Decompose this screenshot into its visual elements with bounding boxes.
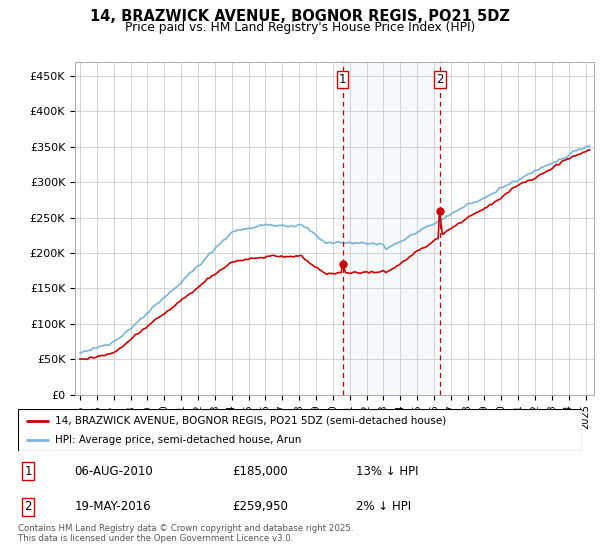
Text: £185,000: £185,000 xyxy=(232,465,288,478)
Text: 19-MAY-2016: 19-MAY-2016 xyxy=(74,500,151,513)
Text: £259,950: £259,950 xyxy=(232,500,288,513)
Text: 2% ↓ HPI: 2% ↓ HPI xyxy=(356,500,412,513)
Text: 13% ↓ HPI: 13% ↓ HPI xyxy=(356,465,419,478)
Text: 1: 1 xyxy=(339,73,346,86)
Bar xyxy=(343,62,440,395)
Text: 06-AUG-2010: 06-AUG-2010 xyxy=(74,465,153,478)
Text: 14, BRAZWICK AVENUE, BOGNOR REGIS, PO21 5DZ: 14, BRAZWICK AVENUE, BOGNOR REGIS, PO21 … xyxy=(90,9,510,24)
Text: 14, BRAZWICK AVENUE, BOGNOR REGIS, PO21 5DZ (semi-detached house): 14, BRAZWICK AVENUE, BOGNOR REGIS, PO21 … xyxy=(55,416,446,426)
Text: 1: 1 xyxy=(25,465,32,478)
Text: Price paid vs. HM Land Registry's House Price Index (HPI): Price paid vs. HM Land Registry's House … xyxy=(125,21,475,34)
Text: 2: 2 xyxy=(25,500,32,513)
Text: Contains HM Land Registry data © Crown copyright and database right 2025.
This d: Contains HM Land Registry data © Crown c… xyxy=(18,524,353,543)
Text: 2: 2 xyxy=(436,73,444,86)
Text: HPI: Average price, semi-detached house, Arun: HPI: Average price, semi-detached house,… xyxy=(55,435,301,445)
